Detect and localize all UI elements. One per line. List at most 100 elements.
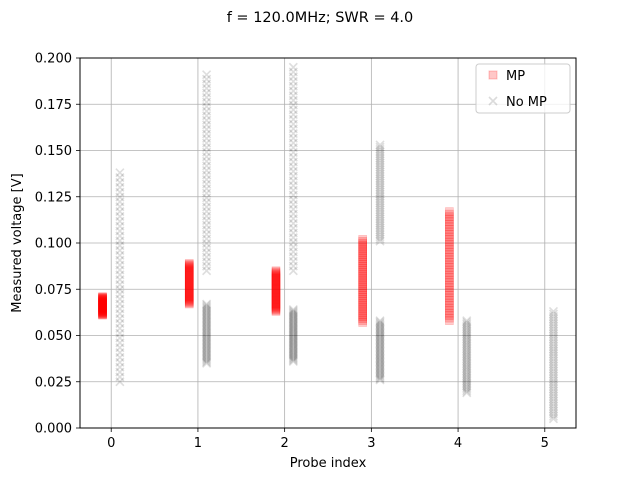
no-mp-point — [548, 324, 559, 334]
no-mp-point — [202, 138, 212, 148]
no-mp-point — [375, 331, 385, 341]
mp-point — [98, 300, 107, 310]
no-mp-point — [462, 341, 472, 351]
no-mp-point — [202, 143, 212, 153]
mp-point — [358, 316, 367, 325]
no-mp-point — [548, 359, 559, 369]
mp-point — [358, 298, 367, 308]
no-mp-point — [288, 214, 298, 224]
mp-point — [271, 296, 281, 306]
mp-point — [271, 285, 281, 294]
mp-point — [184, 295, 194, 304]
no-mp-point — [375, 167, 385, 177]
no-mp-point — [375, 362, 385, 373]
no-mp-point — [375, 328, 385, 338]
mp-point — [184, 293, 194, 302]
no-mp-point — [202, 234, 212, 244]
no-mp-point — [202, 342, 212, 352]
y-tick-label: 0.050 — [35, 329, 72, 344]
no-mp-point — [202, 327, 212, 337]
no-mp-point — [548, 336, 559, 346]
mp-point — [184, 269, 194, 279]
no-mp-point — [375, 216, 385, 226]
no-mp-point — [115, 362, 125, 372]
y-tick-label: 0.125 — [35, 190, 72, 205]
no-mp-point — [202, 310, 212, 320]
mp-point — [445, 298, 454, 308]
legend-mp-marker — [488, 70, 498, 80]
no-mp-point — [202, 322, 212, 333]
no-mp-point — [288, 171, 298, 181]
mp-point — [98, 308, 107, 318]
mp-point — [271, 286, 281, 295]
no-mp-point — [202, 193, 212, 203]
mp-point — [358, 318, 367, 327]
no-mp-point — [288, 314, 298, 324]
mp-point — [184, 296, 194, 306]
legend-no-mp-marker — [488, 96, 498, 106]
mp-point — [271, 270, 281, 279]
mp-point — [445, 237, 454, 247]
no-mp-point — [375, 144, 385, 154]
no-mp-point — [202, 247, 212, 258]
mp-point — [98, 304, 107, 313]
x-tick-label: 2 — [281, 436, 289, 451]
no-mp-point — [548, 371, 559, 381]
no-mp-point — [202, 351, 212, 361]
y-tick-label: 0.025 — [35, 375, 72, 390]
mp-point — [445, 258, 454, 267]
mp-point — [98, 302, 107, 312]
no-mp-point — [202, 152, 212, 162]
no-mp-point — [202, 318, 212, 328]
no-mp-point — [375, 187, 385, 197]
mp-point — [98, 301, 107, 310]
no-mp-point — [462, 329, 472, 339]
mp-point — [445, 209, 454, 219]
mp-point — [445, 240, 454, 249]
no-mp-point — [288, 344, 298, 354]
no-mp-point — [202, 328, 212, 338]
mp-point — [184, 297, 194, 307]
no-mp-point — [375, 232, 385, 242]
no-mp-point — [202, 300, 212, 310]
mp-point — [358, 254, 367, 263]
mp-point — [271, 304, 281, 313]
no-mp-point — [548, 386, 559, 396]
mp-point — [184, 270, 194, 280]
no-mp-point — [548, 341, 559, 351]
no-mp-point — [462, 388, 472, 398]
mp-point — [358, 310, 367, 320]
no-mp-point — [288, 62, 298, 72]
x-axis-label: Probe index — [290, 456, 367, 471]
mp-point — [445, 232, 454, 242]
y-tick-label: 0.150 — [35, 144, 72, 159]
no-mp-point — [288, 119, 298, 129]
no-mp-point — [375, 350, 385, 360]
no-mp-point — [548, 334, 559, 344]
no-mp-point — [375, 171, 385, 181]
mp-point — [271, 275, 281, 285]
no-mp-point — [375, 361, 385, 371]
no-mp-point — [375, 323, 385, 333]
no-mp-point — [375, 236, 385, 246]
no-mp-point — [202, 331, 212, 341]
no-mp-point — [375, 371, 385, 381]
no-mp-point — [288, 176, 298, 186]
no-mp-point — [202, 347, 212, 357]
no-mp-point — [115, 323, 125, 333]
no-mp-point — [375, 225, 385, 235]
mp-point — [98, 306, 107, 315]
mp-point — [445, 265, 454, 275]
no-mp-point — [115, 270, 125, 280]
no-mp-point — [375, 151, 385, 161]
mp-point — [445, 250, 454, 260]
no-mp-point — [375, 227, 385, 237]
no-mp-point — [202, 307, 212, 317]
no-mp-point — [288, 199, 298, 210]
no-mp-point — [375, 347, 385, 357]
no-mp-point — [375, 364, 385, 374]
no-mp-point — [375, 335, 385, 345]
no-mp-point — [375, 329, 385, 340]
no-mp-point — [288, 147, 298, 158]
no-mp-point — [202, 338, 212, 348]
